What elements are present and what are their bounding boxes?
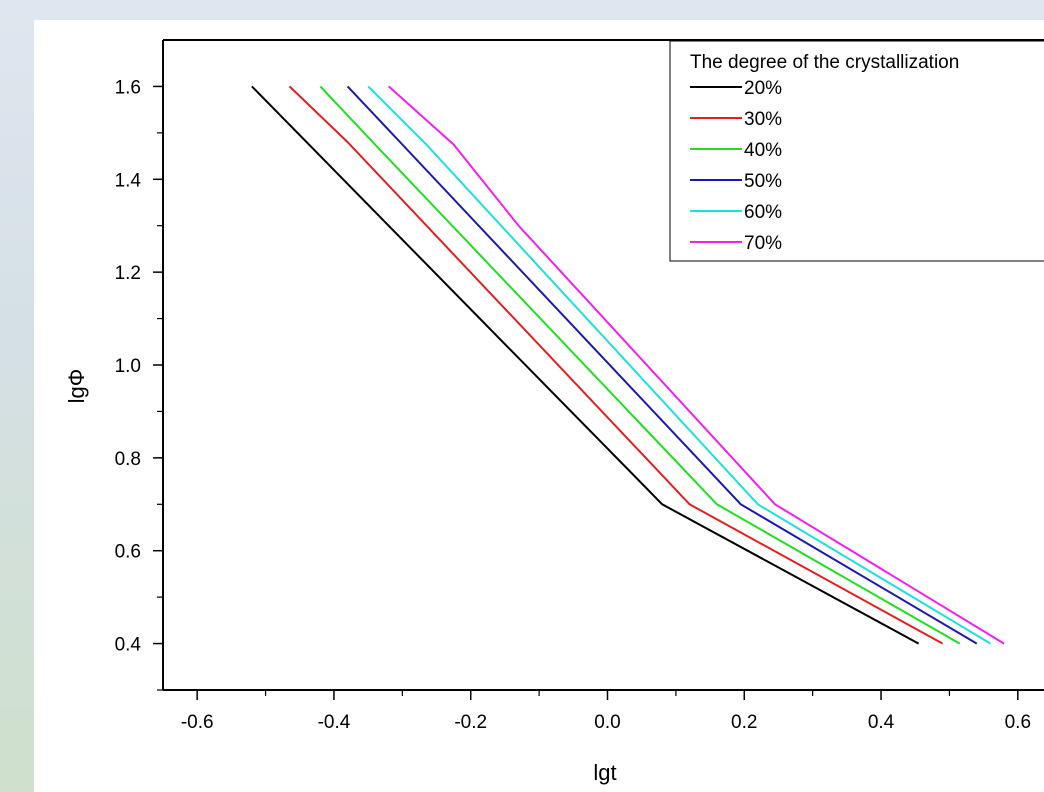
- y-tick-label: 0.6: [115, 542, 141, 563]
- legend-label: 30%: [744, 109, 782, 130]
- series-line-50pct: [346, 85, 978, 645]
- legend-label: 20%: [744, 78, 782, 99]
- x-tick-label: 0.6: [1005, 712, 1031, 733]
- legend-label: 50%: [744, 171, 782, 192]
- y-tick-label: 0.4: [115, 635, 142, 656]
- y-axis-label: lgΦ: [64, 369, 89, 404]
- y-tick-label: 0.8: [115, 449, 141, 470]
- series-layer: [251, 85, 1005, 645]
- legend-label: 40%: [744, 140, 782, 161]
- legend-label: 60%: [744, 202, 782, 223]
- x-tick-label: 0.4: [868, 712, 895, 733]
- series-line-30pct: [288, 85, 944, 645]
- y-tick-label: 1.6: [115, 77, 141, 98]
- y-tick-label: 1.4: [115, 170, 142, 191]
- series-line-20pct: [251, 85, 920, 645]
- x-axis-label: lgt: [593, 760, 616, 785]
- legend-items: 20% 30% 40% 50% 60% 70%: [690, 78, 782, 254]
- y-tick-label: 1.2: [115, 263, 141, 284]
- legend-label: 70%: [744, 233, 782, 254]
- legend-box: [669, 40, 1044, 262]
- x-tick-label: 0.2: [731, 712, 757, 733]
- legend: The degree of the crystallization 20% 30%…: [669, 40, 1044, 262]
- x-tick-label: 0.0: [594, 712, 620, 733]
- series-line-60pct: [367, 85, 992, 645]
- x-tick-label: -0.2: [454, 712, 487, 733]
- series-line-40pct: [319, 85, 961, 645]
- legend-title: The degree of the crystallization: [690, 52, 959, 73]
- x-tick-label: -0.4: [318, 712, 351, 733]
- chart-panel: -0.6 -0.4 -0.2 0.0 0.2 0.4 0.6 0.4 0.6 0.8 1.0 1.2 1…: [34, 20, 1044, 792]
- x-tick-label: -0.6: [181, 712, 214, 733]
- series-line-70pct: [388, 85, 1005, 645]
- axes: -0.6 -0.4 -0.2 0.0 0.2 0.4 0.6 0.4 0.6 0.8 1.0 1.2 1…: [115, 39, 1044, 733]
- line-chart: -0.6 -0.4 -0.2 0.0 0.2 0.4 0.6 0.4 0.6 0.8 1.0 1.2 1…: [64, 39, 1044, 785]
- y-tick-label: 1.0: [115, 356, 141, 377]
